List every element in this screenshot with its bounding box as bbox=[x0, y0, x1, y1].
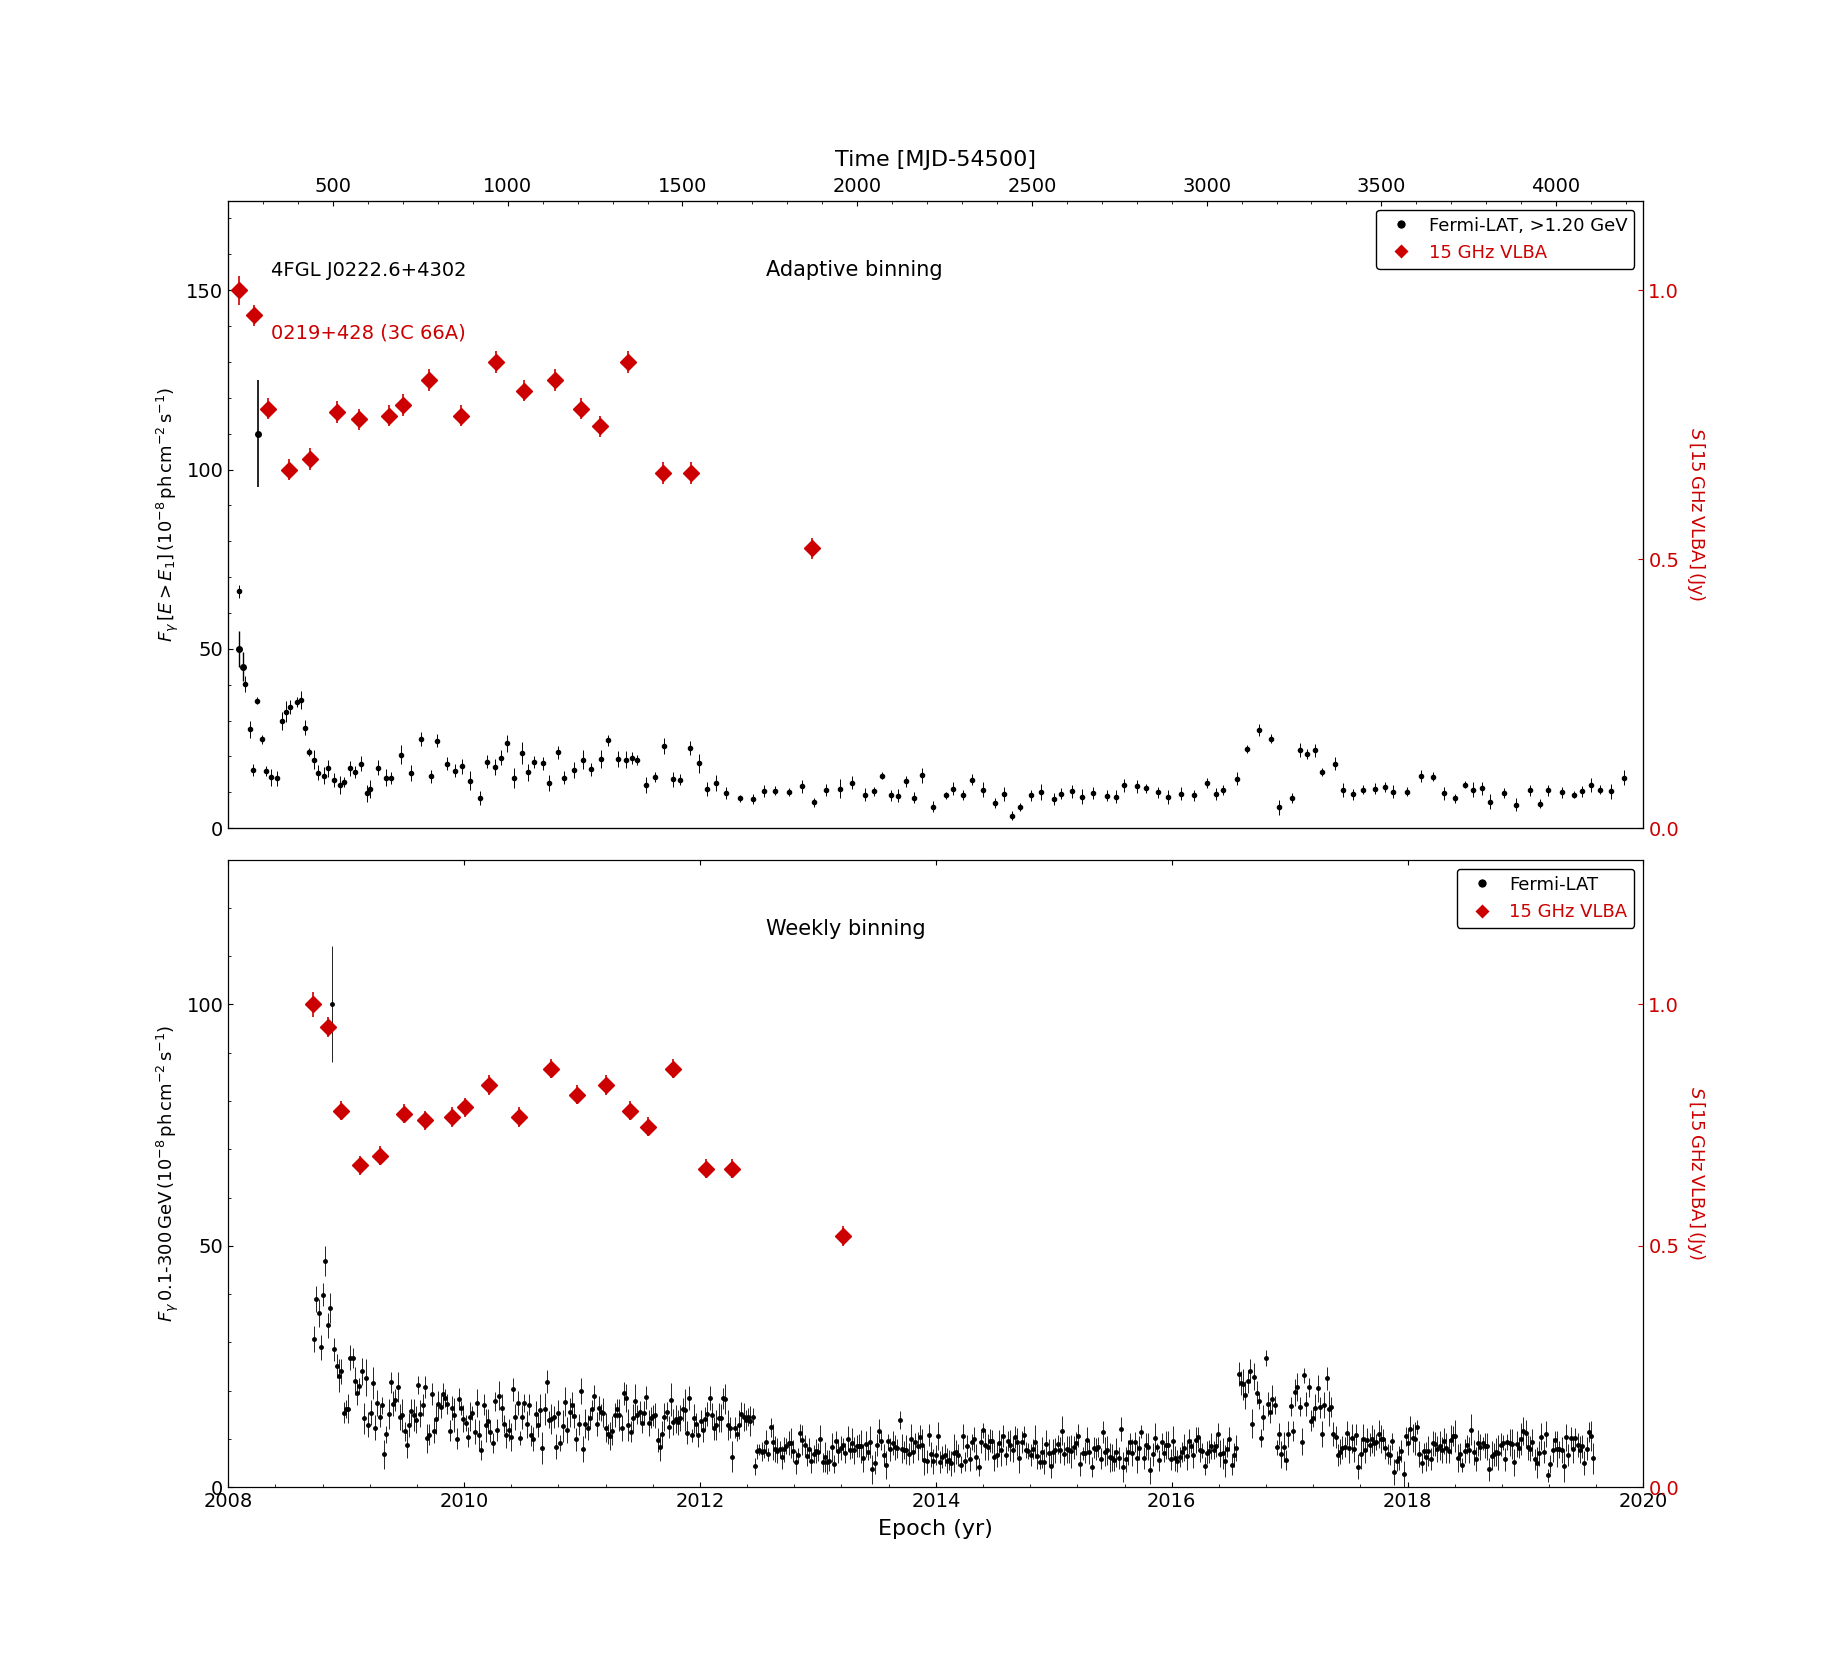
Y-axis label: $S\,[15\,\mathrm{GHz}\,\mathrm{VLBA}]\,\mathrm{(Jy)}$: $S\,[15\,\mathrm{GHz}\,\mathrm{VLBA}]\,\… bbox=[1685, 428, 1707, 602]
Y-axis label: $F_\gamma\,0.1\text{-}300\,\mathrm{GeV}\,(10^{-8}\,\mathrm{ph\,cm^{-2}\,s^{-1}}): $F_\gamma\,0.1\text{-}300\,\mathrm{GeV}\… bbox=[155, 1024, 181, 1322]
Text: 4FGL J0222.6+4302: 4FGL J0222.6+4302 bbox=[270, 261, 466, 279]
Y-axis label: $S\,[15\,\mathrm{GHz}\,\mathrm{VLBA}]\,\mathrm{(Jy)}$: $S\,[15\,\mathrm{GHz}\,\mathrm{VLBA}]\,\… bbox=[1685, 1086, 1707, 1260]
Y-axis label: $F_\gamma\,[E{>}E_1]\,(10^{-8}\,\mathrm{ph\,cm^{-2}\,s^{-1}})$: $F_\gamma\,[E{>}E_1]\,(10^{-8}\,\mathrm{… bbox=[155, 386, 181, 642]
X-axis label: Time [MJD-54500]: Time [MJD-54500] bbox=[834, 149, 1037, 169]
Text: Adaptive binning: Adaptive binning bbox=[767, 259, 942, 279]
Legend: Fermi-LAT, 15 GHz VLBA: Fermi-LAT, 15 GHz VLBA bbox=[1457, 869, 1634, 927]
Text: Weekly binning: Weekly binning bbox=[767, 919, 926, 939]
Text: 0219+428 (3C 66A): 0219+428 (3C 66A) bbox=[270, 324, 466, 343]
Legend: Fermi-LAT, >1.20 GeV, 15 GHz VLBA: Fermi-LAT, >1.20 GeV, 15 GHz VLBA bbox=[1377, 209, 1634, 269]
X-axis label: Epoch (yr): Epoch (yr) bbox=[878, 1519, 993, 1539]
